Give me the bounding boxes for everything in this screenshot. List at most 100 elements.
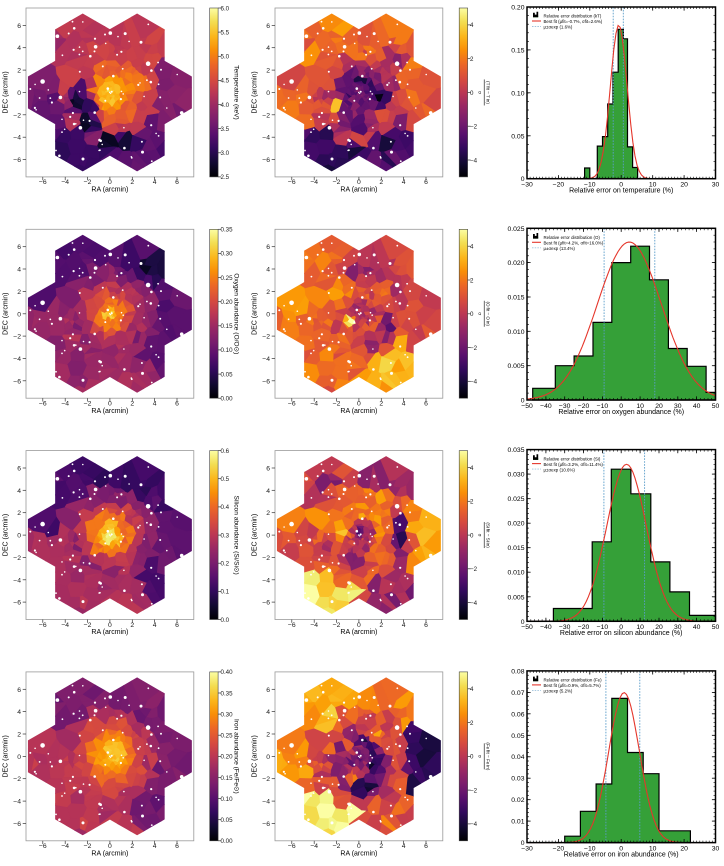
- svg-text:DEC (arcmin): DEC (arcmin): [3, 735, 10, 777]
- svg-text:0.030: 0.030: [507, 472, 524, 479]
- svg-text:0: 0: [108, 401, 112, 408]
- svg-text:0: 0: [470, 311, 474, 318]
- svg-text:Best fit (μfit=0.9%, σfit=5.7%: Best fit (μfit=0.9%, σfit=5.7%): [544, 683, 602, 688]
- svg-text:0: 0: [357, 843, 361, 850]
- svg-text:0.05: 0.05: [221, 371, 234, 378]
- svg-text:−4: −4: [262, 356, 270, 363]
- svg-text:−4: −4: [262, 135, 270, 142]
- svg-text:RA (arcmin): RA (arcmin): [91, 187, 128, 194]
- svg-text:−2: −2: [13, 112, 21, 119]
- svg-text:Relative error on silicon abun: Relative error on silicon abundance (%): [560, 630, 683, 637]
- svg-text:2: 2: [266, 732, 270, 739]
- svg-text:−10: −10: [584, 182, 596, 189]
- svg-text:0: 0: [521, 840, 525, 847]
- svg-text:0: 0: [266, 311, 270, 318]
- svg-text:−6: −6: [13, 600, 21, 607]
- svg-text:−6: −6: [262, 600, 270, 607]
- svg-text:0.00: 0.00: [221, 396, 234, 403]
- svg-text:0: 0: [17, 311, 21, 318]
- svg-text:μ±σexp (13.4%): μ±σexp (13.4%): [544, 246, 576, 251]
- svg-text:0.00: 0.00: [221, 838, 234, 845]
- svg-text:−4: −4: [13, 135, 21, 142]
- svg-text:−6: −6: [39, 843, 47, 850]
- svg-text:−40: −40: [540, 403, 552, 410]
- svg-text:DEC (arcmin): DEC (arcmin): [252, 735, 259, 777]
- svg-text:−2: −2: [333, 179, 341, 186]
- svg-text:50: 50: [712, 624, 720, 631]
- svg-text:5.0: 5.0: [221, 54, 230, 61]
- svg-text:0.10: 0.10: [221, 347, 234, 354]
- svg-text:4: 4: [17, 488, 21, 495]
- svg-text:−2: −2: [333, 843, 341, 850]
- svg-text:−2: −2: [333, 622, 341, 629]
- svg-text:RA (arcmin): RA (arcmin): [340, 629, 377, 636]
- svg-text:−4: −4: [61, 843, 69, 850]
- svg-text:−2: −2: [470, 345, 478, 352]
- svg-text:−4: −4: [310, 401, 318, 408]
- svg-text:6: 6: [424, 622, 428, 629]
- svg-text:2: 2: [17, 732, 21, 739]
- svg-text:Best fit (μfit=-0.7%, σfit=2.6: Best fit (μfit=-0.7%, σfit=2.6%): [544, 19, 603, 24]
- svg-text:(O fit − O in): (O fit − O in): [485, 302, 490, 327]
- svg-text:0.005: 0.005: [507, 363, 524, 370]
- svg-text:2: 2: [470, 720, 474, 727]
- svg-text:−2: −2: [470, 566, 478, 573]
- svg-text:−10: −10: [584, 845, 596, 852]
- svg-text:0.30: 0.30: [221, 251, 234, 258]
- svg-text:−6: −6: [262, 378, 270, 385]
- svg-text:−2: −2: [13, 555, 21, 562]
- svg-text:−4: −4: [470, 600, 478, 607]
- svg-text:−30: −30: [521, 182, 533, 189]
- svg-text:0.010: 0.010: [507, 570, 524, 577]
- svg-text:DEC (arcmin): DEC (arcmin): [252, 514, 259, 556]
- svg-text:−4: −4: [310, 843, 318, 850]
- svg-text:−20: −20: [553, 182, 565, 189]
- svg-text:Temperature (keV): Temperature (keV): [233, 65, 240, 120]
- svg-text:0.025: 0.025: [507, 226, 524, 233]
- svg-text:0.30: 0.30: [221, 711, 234, 718]
- svg-text:−2: −2: [262, 555, 270, 562]
- svg-text:6: 6: [175, 179, 179, 186]
- svg-text:2: 2: [379, 179, 383, 186]
- svg-text:4: 4: [402, 843, 406, 850]
- svg-text:−2: −2: [84, 843, 92, 850]
- svg-text:0: 0: [357, 179, 361, 186]
- svg-text:10: 10: [649, 182, 657, 189]
- svg-text:2: 2: [17, 510, 21, 517]
- svg-text:0.35: 0.35: [221, 690, 234, 697]
- svg-text:σ: σ: [476, 534, 481, 537]
- svg-text:2: 2: [266, 68, 270, 75]
- svg-text:0: 0: [619, 182, 623, 189]
- svg-text:−6: −6: [39, 622, 47, 629]
- svg-text:−6: −6: [39, 401, 47, 408]
- svg-text:0.1: 0.1: [221, 589, 230, 596]
- svg-text:RA (arcmin): RA (arcmin): [91, 850, 128, 857]
- svg-text:0: 0: [357, 401, 361, 408]
- svg-text:6: 6: [424, 179, 428, 186]
- svg-text:Best fit (μfit=4.2%, σfit=16.0: Best fit (μfit=4.2%, σfit=16.0%): [544, 241, 604, 246]
- svg-text:−4: −4: [61, 622, 69, 629]
- svg-text:10: 10: [636, 403, 644, 410]
- svg-text:0.3: 0.3: [221, 532, 230, 539]
- svg-text:−20: −20: [578, 624, 590, 631]
- svg-text:4: 4: [266, 267, 270, 274]
- svg-text:5.5: 5.5: [221, 29, 230, 36]
- svg-text:Relative error on iron abundan: Relative error on iron abundance (%): [564, 851, 679, 858]
- svg-text:0: 0: [17, 533, 21, 540]
- svg-text:4: 4: [153, 622, 157, 629]
- svg-text:−2: −2: [84, 622, 92, 629]
- svg-text:4: 4: [17, 709, 21, 716]
- svg-text:3.5: 3.5: [221, 126, 230, 133]
- svg-text:4: 4: [153, 179, 157, 186]
- svg-text:Relative error distribution (O: Relative error distribution (O): [544, 235, 601, 240]
- svg-text:0.10: 0.10: [511, 90, 524, 97]
- svg-text:30: 30: [712, 845, 720, 852]
- svg-text:0: 0: [266, 533, 270, 540]
- svg-text:RA (arcmin): RA (arcmin): [340, 850, 377, 857]
- svg-text:2: 2: [470, 499, 474, 506]
- svg-text:−2: −2: [13, 334, 21, 341]
- svg-text:DEC (arcmin): DEC (arcmin): [3, 514, 10, 556]
- svg-text:6: 6: [424, 401, 428, 408]
- svg-text:0: 0: [521, 176, 525, 183]
- svg-text:40: 40: [693, 403, 701, 410]
